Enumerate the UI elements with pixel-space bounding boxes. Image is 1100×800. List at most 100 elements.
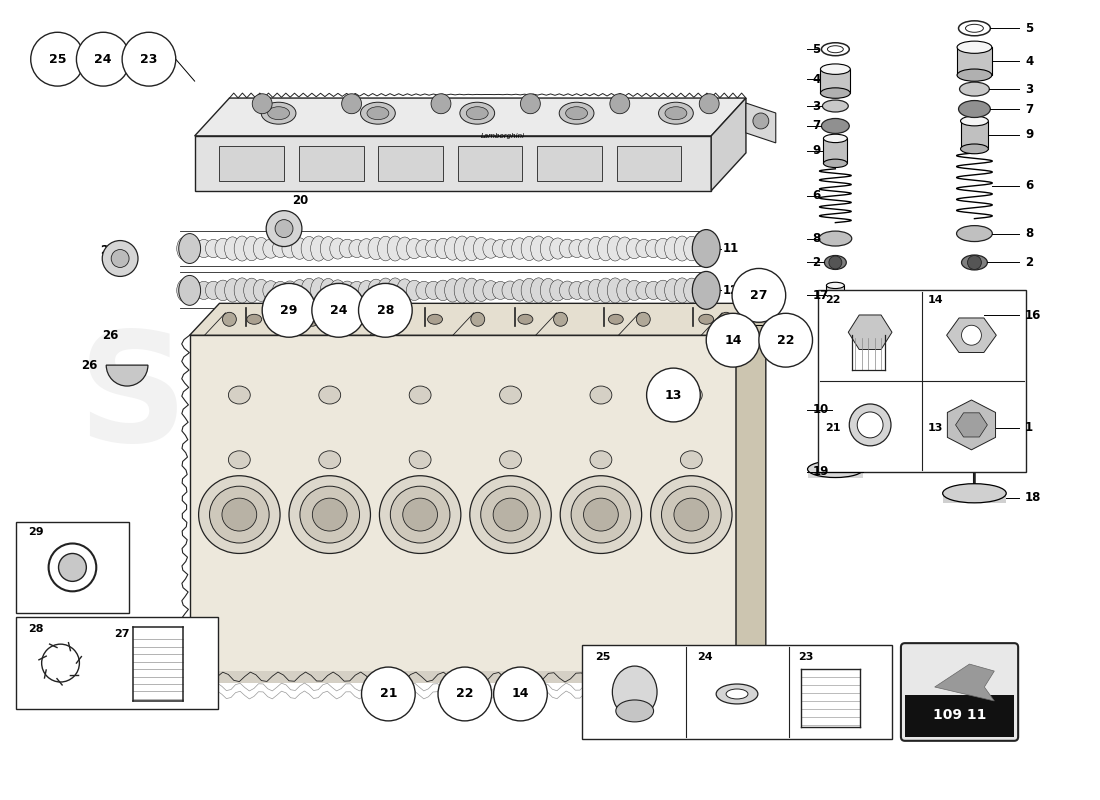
Text: 5: 5: [813, 42, 821, 56]
Ellipse shape: [512, 280, 528, 301]
Ellipse shape: [560, 476, 641, 554]
Ellipse shape: [530, 278, 547, 303]
Text: 12: 12: [723, 284, 739, 297]
Text: 7: 7: [813, 119, 821, 133]
Ellipse shape: [246, 314, 262, 324]
Bar: [965, 296, 985, 334]
Ellipse shape: [692, 271, 720, 310]
Text: 3: 3: [1025, 82, 1033, 95]
Ellipse shape: [349, 282, 365, 299]
Circle shape: [494, 667, 548, 721]
Polygon shape: [746, 103, 776, 143]
Ellipse shape: [499, 451, 521, 469]
Ellipse shape: [636, 239, 652, 258]
Circle shape: [342, 94, 362, 114]
Text: 23: 23: [799, 652, 814, 662]
Polygon shape: [195, 136, 712, 190]
Text: 20: 20: [100, 244, 117, 257]
Text: 1: 1: [1025, 422, 1033, 434]
Ellipse shape: [379, 476, 461, 554]
Circle shape: [312, 283, 365, 338]
Ellipse shape: [857, 412, 883, 438]
Ellipse shape: [823, 100, 848, 112]
Ellipse shape: [824, 255, 846, 270]
Ellipse shape: [958, 21, 990, 36]
Ellipse shape: [267, 106, 289, 120]
Ellipse shape: [565, 106, 587, 120]
Ellipse shape: [361, 102, 395, 124]
Text: 14: 14: [927, 295, 944, 306]
Text: 18: 18: [1025, 491, 1042, 504]
Circle shape: [388, 312, 401, 326]
Text: 21: 21: [825, 423, 840, 433]
Ellipse shape: [409, 386, 431, 404]
Ellipse shape: [826, 302, 845, 309]
Ellipse shape: [518, 314, 532, 324]
Text: 14: 14: [512, 687, 529, 701]
Ellipse shape: [664, 278, 681, 302]
Ellipse shape: [674, 498, 708, 531]
Text: 29: 29: [280, 304, 298, 317]
Text: a passion for parts since 1985: a passion for parts since 1985: [231, 382, 575, 578]
Circle shape: [706, 314, 760, 367]
Text: 22: 22: [825, 295, 840, 306]
Ellipse shape: [464, 278, 480, 302]
Text: 22: 22: [456, 687, 474, 701]
Circle shape: [520, 94, 540, 114]
Ellipse shape: [234, 236, 250, 261]
Circle shape: [362, 667, 415, 721]
Text: 4: 4: [1025, 54, 1033, 68]
Ellipse shape: [359, 281, 374, 300]
Ellipse shape: [957, 69, 992, 82]
Ellipse shape: [822, 42, 849, 56]
Circle shape: [752, 113, 769, 129]
Ellipse shape: [499, 386, 521, 404]
Ellipse shape: [310, 236, 327, 261]
Text: 6: 6: [813, 190, 821, 202]
Ellipse shape: [178, 275, 200, 306]
Text: 16: 16: [1025, 309, 1042, 322]
Ellipse shape: [368, 279, 384, 302]
Circle shape: [553, 312, 568, 326]
Bar: [905, 695, 1014, 737]
Text: 9: 9: [1025, 129, 1033, 142]
Ellipse shape: [654, 280, 671, 301]
Ellipse shape: [608, 314, 624, 324]
Polygon shape: [947, 318, 997, 353]
Ellipse shape: [530, 236, 547, 261]
Ellipse shape: [301, 278, 317, 302]
Text: 23: 23: [140, 53, 157, 66]
Ellipse shape: [521, 278, 537, 302]
Ellipse shape: [674, 278, 690, 303]
Ellipse shape: [590, 451, 612, 469]
Ellipse shape: [196, 239, 212, 258]
Ellipse shape: [569, 282, 585, 299]
Ellipse shape: [229, 386, 251, 404]
Text: 19: 19: [813, 466, 829, 478]
Text: 3: 3: [813, 99, 821, 113]
Polygon shape: [848, 315, 892, 350]
Ellipse shape: [583, 498, 618, 531]
Ellipse shape: [607, 236, 623, 261]
Circle shape: [122, 32, 176, 86]
Ellipse shape: [684, 236, 700, 261]
Polygon shape: [736, 303, 766, 679]
Ellipse shape: [387, 278, 403, 303]
Text: 2: 2: [813, 256, 821, 269]
Ellipse shape: [692, 230, 720, 267]
Text: 109 11: 109 11: [933, 708, 987, 722]
Ellipse shape: [214, 280, 231, 301]
Wedge shape: [107, 365, 147, 386]
Ellipse shape: [613, 666, 657, 718]
Circle shape: [252, 94, 272, 114]
Ellipse shape: [481, 486, 540, 543]
Ellipse shape: [726, 689, 748, 699]
Text: 7: 7: [1025, 102, 1033, 115]
Ellipse shape: [493, 239, 508, 258]
Ellipse shape: [674, 236, 690, 261]
Ellipse shape: [206, 282, 221, 299]
Text: 15: 15: [781, 318, 798, 332]
Ellipse shape: [681, 386, 702, 404]
Text: 25: 25: [595, 652, 610, 662]
Ellipse shape: [409, 451, 431, 469]
